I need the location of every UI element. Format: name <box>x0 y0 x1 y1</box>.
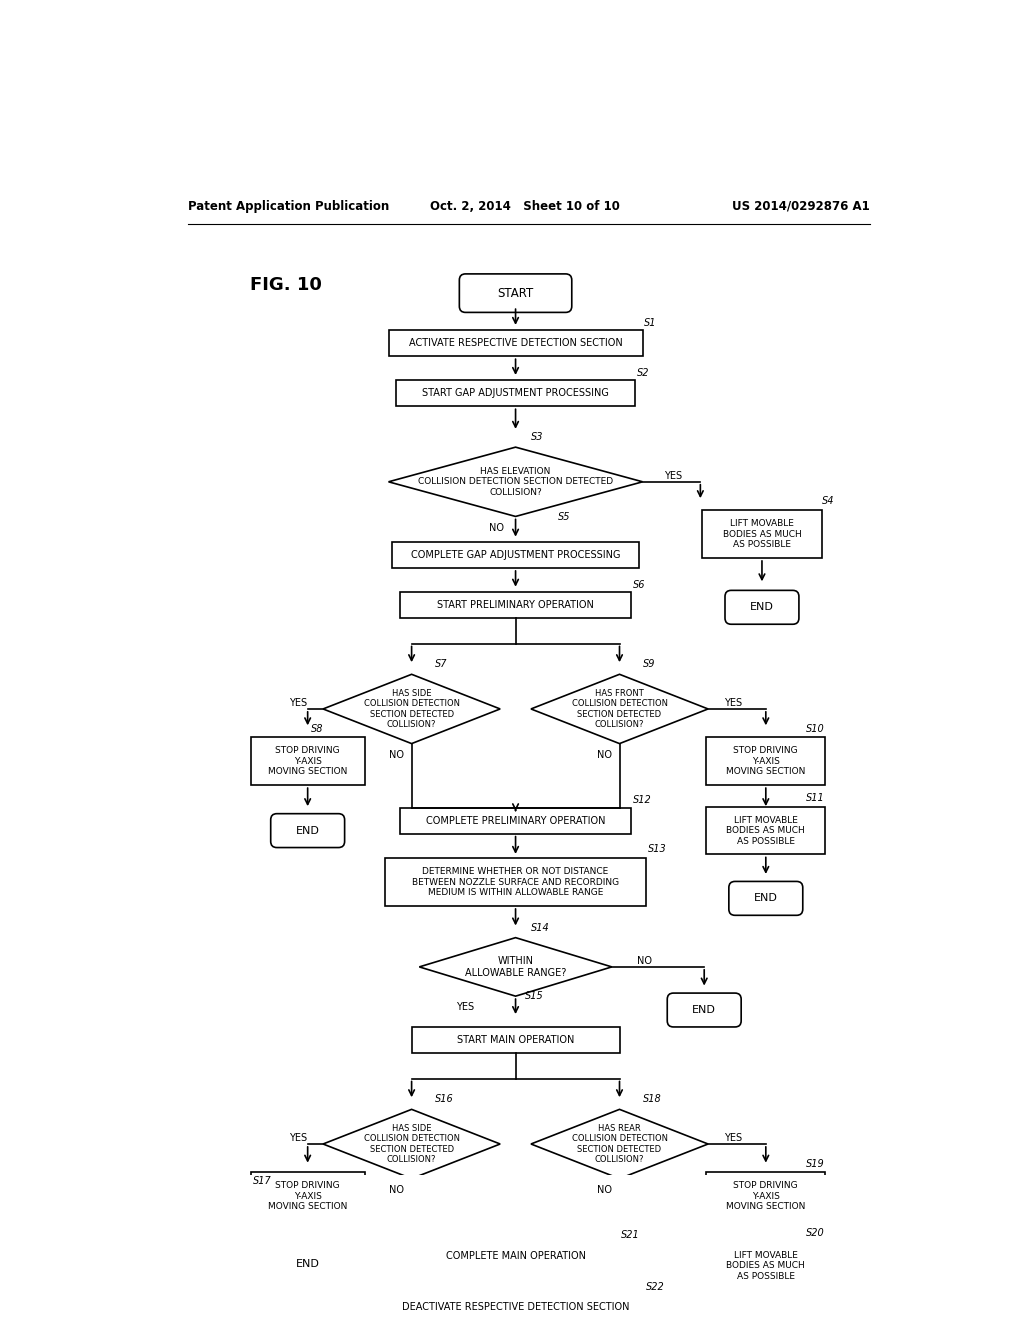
FancyBboxPatch shape <box>387 1294 644 1320</box>
Text: S9: S9 <box>643 659 655 669</box>
FancyBboxPatch shape <box>385 858 646 906</box>
Text: END: END <box>296 825 319 836</box>
Text: S6: S6 <box>633 579 645 590</box>
Text: Oct. 2, 2014   Sheet 10 of 10: Oct. 2, 2014 Sheet 10 of 10 <box>430 199 620 213</box>
Text: END: END <box>754 894 778 903</box>
Text: S8: S8 <box>310 723 324 734</box>
Text: S20: S20 <box>806 1228 824 1238</box>
Text: NO: NO <box>597 1185 611 1195</box>
FancyBboxPatch shape <box>270 813 345 847</box>
Text: DETERMINE WHETHER OR NOT DISTANCE
BETWEEN NOZZLE SURFACE AND RECORDING
MEDIUM IS: DETERMINE WHETHER OR NOT DISTANCE BETWEE… <box>412 867 620 898</box>
Polygon shape <box>323 1109 500 1179</box>
FancyBboxPatch shape <box>725 590 799 624</box>
FancyBboxPatch shape <box>707 807 825 854</box>
Text: YES: YES <box>724 1133 742 1143</box>
Text: S16: S16 <box>435 1094 454 1104</box>
Text: YES: YES <box>665 471 682 480</box>
FancyBboxPatch shape <box>460 275 571 313</box>
FancyBboxPatch shape <box>251 1172 365 1220</box>
Polygon shape <box>419 937 611 997</box>
Text: NO: NO <box>389 750 403 760</box>
FancyBboxPatch shape <box>400 591 631 618</box>
Text: S2: S2 <box>637 368 649 378</box>
Text: NO: NO <box>389 1185 403 1195</box>
Text: YES: YES <box>289 1133 307 1143</box>
Text: S18: S18 <box>643 1094 662 1104</box>
FancyBboxPatch shape <box>729 882 803 915</box>
Text: HAS ELEVATION
COLLISION DETECTION SECTION DETECTED
COLLISION?: HAS ELEVATION COLLISION DETECTION SECTIO… <box>418 467 613 496</box>
Text: STOP DRIVING
Y-AXIS
MOVING SECTION: STOP DRIVING Y-AXIS MOVING SECTION <box>726 746 806 776</box>
Text: S21: S21 <box>621 1230 640 1241</box>
Text: ACTIVATE RESPECTIVE DETECTION SECTION: ACTIVATE RESPECTIVE DETECTION SECTION <box>409 338 623 348</box>
Text: S5: S5 <box>558 512 570 521</box>
Text: NO: NO <box>488 523 504 533</box>
Text: S10: S10 <box>806 723 824 734</box>
Text: HAS SIDE
COLLISION DETECTION
SECTION DETECTED
COLLISION?: HAS SIDE COLLISION DETECTION SECTION DET… <box>364 1123 460 1164</box>
FancyBboxPatch shape <box>668 993 741 1027</box>
Text: S22: S22 <box>646 1282 665 1292</box>
Text: Patent Application Publication: Patent Application Publication <box>188 199 389 213</box>
FancyBboxPatch shape <box>412 1242 620 1269</box>
Text: YES: YES <box>724 698 742 708</box>
Text: DEACTIVATE RESPECTIVE DETECTION SECTION: DEACTIVATE RESPECTIVE DETECTION SECTION <box>401 1303 630 1312</box>
Text: COMPLETE GAP ADJUSTMENT PROCESSING: COMPLETE GAP ADJUSTMENT PROCESSING <box>411 550 621 560</box>
Text: START GAP ADJUSTMENT PROCESSING: START GAP ADJUSTMENT PROCESSING <box>422 388 609 399</box>
Text: HAS FRONT
COLLISION DETECTION
SECTION DETECTED
COLLISION?: HAS FRONT COLLISION DETECTION SECTION DE… <box>571 689 668 729</box>
Polygon shape <box>388 447 643 516</box>
Text: STOP DRIVING
Y-AXIS
MOVING SECTION: STOP DRIVING Y-AXIS MOVING SECTION <box>268 746 347 776</box>
FancyBboxPatch shape <box>388 330 643 356</box>
FancyBboxPatch shape <box>270 1247 345 1280</box>
Text: WITHIN
ALLOWABLE RANGE?: WITHIN ALLOWABLE RANGE? <box>465 956 566 978</box>
Text: STOP DRIVING
Y-AXIS
MOVING SECTION: STOP DRIVING Y-AXIS MOVING SECTION <box>268 1181 347 1212</box>
Text: END: END <box>750 602 774 612</box>
Text: S19: S19 <box>806 1159 824 1168</box>
FancyBboxPatch shape <box>707 1172 825 1220</box>
Text: YES: YES <box>457 1002 474 1012</box>
FancyBboxPatch shape <box>251 738 365 785</box>
Text: S3: S3 <box>531 432 544 442</box>
FancyBboxPatch shape <box>707 1242 825 1290</box>
FancyBboxPatch shape <box>412 1027 620 1053</box>
Text: S4: S4 <box>822 496 835 507</box>
FancyBboxPatch shape <box>392 543 639 568</box>
Text: HAS REAR
COLLISION DETECTION
SECTION DETECTED
COLLISION?: HAS REAR COLLISION DETECTION SECTION DET… <box>571 1123 668 1164</box>
Text: NO: NO <box>597 750 611 760</box>
Text: S7: S7 <box>435 659 447 669</box>
Text: STOP DRIVING
Y-AXIS
MOVING SECTION: STOP DRIVING Y-AXIS MOVING SECTION <box>726 1181 806 1212</box>
FancyBboxPatch shape <box>702 511 821 558</box>
Text: S11: S11 <box>806 793 824 803</box>
Text: US 2014/0292876 A1: US 2014/0292876 A1 <box>732 199 869 213</box>
Text: YES: YES <box>289 698 307 708</box>
Text: FIG. 10: FIG. 10 <box>250 276 322 294</box>
Polygon shape <box>323 675 500 743</box>
Text: HAS SIDE
COLLISION DETECTION
SECTION DETECTED
COLLISION?: HAS SIDE COLLISION DETECTION SECTION DET… <box>364 689 460 729</box>
FancyBboxPatch shape <box>400 808 631 834</box>
Text: S15: S15 <box>524 991 544 1001</box>
FancyBboxPatch shape <box>729 1316 803 1320</box>
Text: S12: S12 <box>633 795 651 805</box>
Text: START: START <box>498 286 534 300</box>
Polygon shape <box>531 675 708 743</box>
Text: S14: S14 <box>531 923 550 933</box>
Text: LIFT MOVABLE
BODIES AS MUCH
AS POSSIBLE: LIFT MOVABLE BODIES AS MUCH AS POSSIBLE <box>726 1251 805 1280</box>
Text: S17: S17 <box>253 1176 271 1185</box>
Text: START PRELIMINARY OPERATION: START PRELIMINARY OPERATION <box>437 601 594 610</box>
Text: S1: S1 <box>644 318 656 327</box>
FancyBboxPatch shape <box>707 738 825 785</box>
Text: NO: NO <box>637 956 652 966</box>
Text: COMPLETE PRELIMINARY OPERATION: COMPLETE PRELIMINARY OPERATION <box>426 816 605 825</box>
FancyBboxPatch shape <box>396 380 635 407</box>
Text: COMPLETE MAIN OPERATION: COMPLETE MAIN OPERATION <box>445 1250 586 1261</box>
Text: END: END <box>692 1005 716 1015</box>
Text: END: END <box>296 1259 319 1269</box>
Text: LIFT MOVABLE
BODIES AS MUCH
AS POSSIBLE: LIFT MOVABLE BODIES AS MUCH AS POSSIBLE <box>726 816 805 846</box>
Text: S13: S13 <box>648 845 667 854</box>
Text: START MAIN OPERATION: START MAIN OPERATION <box>457 1035 574 1045</box>
Text: LIFT MOVABLE
BODIES AS MUCH
AS POSSIBLE: LIFT MOVABLE BODIES AS MUCH AS POSSIBLE <box>723 519 802 549</box>
Polygon shape <box>531 1109 708 1179</box>
